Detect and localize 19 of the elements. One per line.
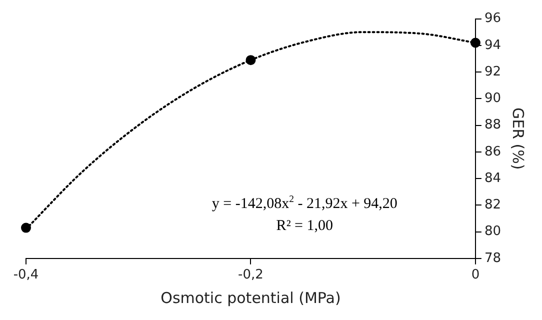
point (246, 55, 256, 66)
y-tick-label: 94 (484, 38, 502, 53)
point (21, 222, 31, 233)
y-tick-label: 84 (484, 170, 502, 186)
y-tick-label: 82 (484, 198, 502, 213)
point (470, 38, 480, 48)
annotation: R² = 1,00 (276, 218, 334, 234)
x-axis-title: Osmotic potential (MPa) (160, 288, 341, 307)
y-tick-label: 92 (484, 64, 502, 80)
y-tick-label: 88 (484, 118, 502, 133)
y-tick-label: 86 (484, 144, 502, 160)
y-tick-label: 90 (484, 91, 502, 106)
y-tick-label: 78 (484, 250, 502, 266)
x-tick-label: 0 (471, 268, 480, 283)
y-tick-label: 96 (484, 11, 502, 26)
x-tick-label: -0,4 (13, 268, 39, 283)
y-tick-label: 80 (484, 224, 502, 240)
x-tick-label: -0,2 (238, 268, 264, 283)
y-axis-title: GER (%) (509, 107, 528, 170)
